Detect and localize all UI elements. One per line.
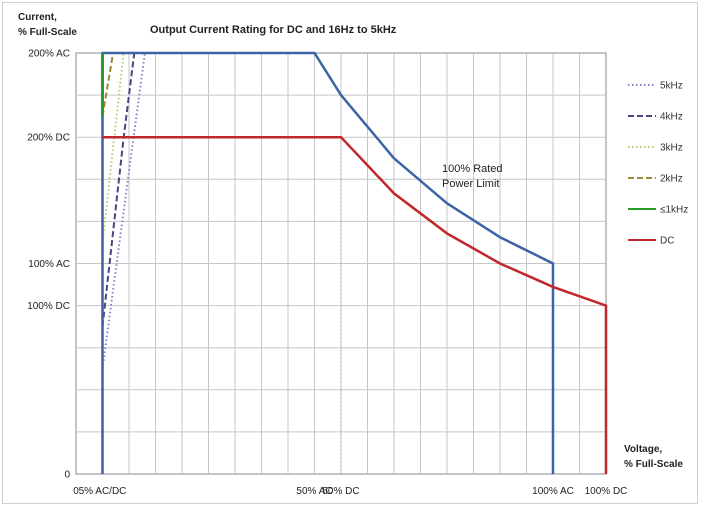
x-axis-label-line-1: Voltage, xyxy=(624,444,662,455)
x-tick-label: 50% AC xyxy=(296,486,332,497)
y-tick-label: 0 xyxy=(64,470,70,481)
x-tick-label: 100% DC xyxy=(585,486,628,497)
ac-envelope-line xyxy=(101,51,555,474)
series-line-dc xyxy=(102,135,608,474)
power-limit-annotation-line-2: Power Limit xyxy=(442,178,499,190)
x-tick-label: 50% DC xyxy=(322,486,359,497)
y-tick-label: 200% DC xyxy=(27,133,70,144)
legend: 5kHz 4kHz 3kHz 2kHz ≤1kHz DC xyxy=(628,81,688,247)
legend-label: 4kHz xyxy=(660,112,683,123)
legend-label: 5kHz xyxy=(660,81,683,92)
x-axis-label-line-2: % Full-Scale xyxy=(624,459,683,470)
y-axis-label-line-2: % Full-Scale xyxy=(18,27,77,38)
legend-label: ≤1kHz xyxy=(660,205,688,216)
y-tick-label: 200% AC xyxy=(28,49,70,60)
x-tick-label: 5% AC/DC xyxy=(79,486,127,497)
grid xyxy=(75,52,607,475)
y-axis-label-line-1: Current, xyxy=(18,12,57,23)
x-tick-label: 100% AC xyxy=(532,486,574,497)
legend-label: 3kHz xyxy=(660,143,683,154)
y-tick-label: 100% DC xyxy=(27,301,70,312)
x-tick-label: 0 xyxy=(73,486,79,497)
power-limit-annotation-line-1: 100% Rated xyxy=(442,163,503,175)
y-tick-label: 100% AC xyxy=(28,259,70,270)
legend-label: DC xyxy=(660,236,674,247)
series-line-2khz xyxy=(101,52,115,117)
legend-label: 2kHz xyxy=(660,174,683,185)
series-line-5khz xyxy=(101,52,146,369)
chart-title: Output Current Rating for DC and 16Hz to… xyxy=(150,24,397,36)
series-layer xyxy=(101,51,608,474)
